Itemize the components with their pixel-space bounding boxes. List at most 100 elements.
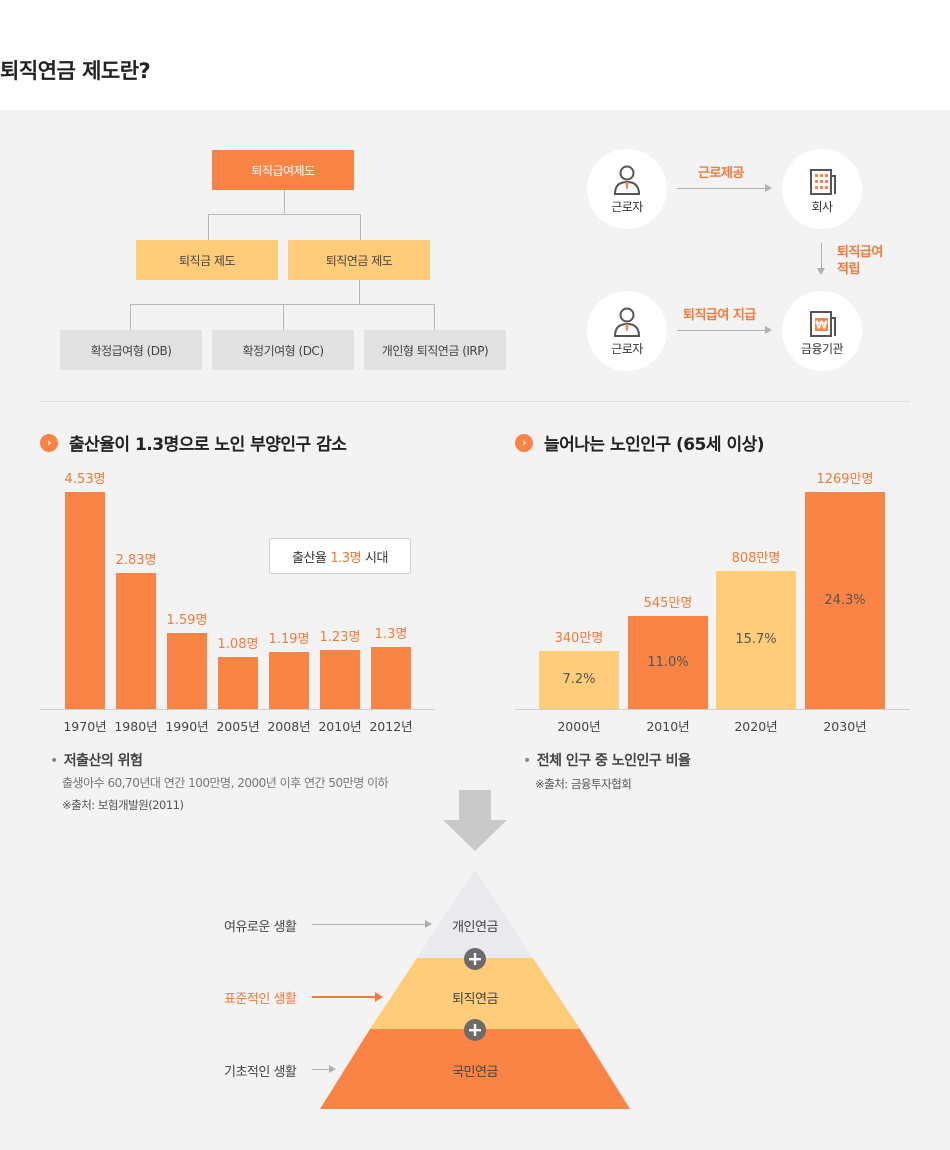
chart-percent-label: 7.2% <box>562 672 596 687</box>
company-label: 회사 <box>811 199 833 214</box>
svg-text:₩: ₩ <box>815 318 827 331</box>
section-divider <box>40 401 910 402</box>
left-note-title: 저출산의 위험 <box>50 750 143 770</box>
chart-bar <box>116 573 156 709</box>
chart-x-tick: 2010년 <box>646 719 690 734</box>
chevron-right-icon: › <box>515 433 533 452</box>
chart-bar <box>805 492 885 709</box>
side-label-comfortable: 여유로운 생활 <box>224 920 297 935</box>
chart-data-label: 545만명 <box>643 596 693 611</box>
arrow-right-icon <box>677 184 772 192</box>
chart-bar <box>539 651 619 709</box>
chart-bar <box>167 633 207 709</box>
left-section-heading: › 출산율이 1.3명으로 노인 부양인구 감소 <box>40 430 347 455</box>
chart-data-label: 1.3명 <box>374 627 408 642</box>
right-note-title: 전체 인구 중 노인인구 비율 <box>523 750 691 770</box>
worker-node: 근로자 <box>587 149 667 229</box>
chart-bar <box>218 657 258 709</box>
left-note-text: 출생아수 60,70년대 연간 100만명, 2000년 이후 연간 50만명 … <box>62 776 389 790</box>
big-down-arrow-icon <box>443 790 507 851</box>
chart-data-label: 1269만명 <box>816 472 874 487</box>
pension-pyramid <box>320 870 630 1109</box>
pyramid-tier-retirement <box>370 958 580 1029</box>
chevron-right-icon: › <box>40 433 58 452</box>
arrow-right-icon <box>677 326 772 334</box>
institution-label: 금융기관 <box>800 341 844 356</box>
accumulate-label-line2: 적립 <box>837 262 860 277</box>
org-connector <box>284 190 285 214</box>
org-connector <box>130 304 131 330</box>
chart-x-tick: 1970년 <box>63 719 107 734</box>
org-db-box: 확정급여형 (DB) <box>60 330 202 370</box>
bank-icon: ₩ <box>810 310 836 337</box>
person-icon <box>613 307 641 337</box>
accumulate-label: 퇴직급여 적립 <box>837 244 883 278</box>
org-connector <box>130 304 435 305</box>
org-connector <box>208 214 209 240</box>
org-connector <box>208 214 361 215</box>
plus-icon <box>464 1019 486 1041</box>
chart-percent-label: 11.0% <box>647 655 689 670</box>
org-connector <box>359 280 360 304</box>
pyramid-tier-national <box>320 1029 630 1109</box>
right-heading-text: 늘어나는 노인인구 (65세 이상) <box>544 435 765 455</box>
chart-data-label: 340만명 <box>554 631 604 646</box>
labor-label: 근로제공 <box>698 166 744 181</box>
org-connector <box>360 214 361 240</box>
chart-data-label: 1.59명 <box>166 613 208 628</box>
chart-percent-label: 24.3% <box>824 593 866 608</box>
pyramid-tier-personal <box>417 870 533 958</box>
arrow-down-icon <box>817 243 825 275</box>
arrow-right-icon <box>312 920 432 928</box>
page-title: 퇴직연금 제도란? <box>0 59 151 83</box>
pyramid-national-label: 국민연금 <box>452 1065 498 1080</box>
chart-data-label: 1.23명 <box>319 630 361 645</box>
birthrate-callout: 출산율 1.3명 시대 <box>269 538 411 574</box>
building-icon <box>810 168 836 195</box>
chart-x-tick: 2000년 <box>557 719 601 734</box>
side-label-standard: 표준적인 생활 <box>224 992 297 1007</box>
callout-prefix: 출산율 <box>292 550 327 566</box>
org-root-box: 퇴직급여제도 <box>212 150 354 190</box>
chart-percent-label: 15.7% <box>735 632 777 647</box>
arrow-right-icon <box>312 1065 336 1073</box>
chart-x-tick: 1990년 <box>165 719 209 734</box>
arrow-right-icon <box>312 992 383 1002</box>
org-dc-box: 확정기여형 (DC) <box>212 330 354 370</box>
chart-bar <box>371 647 411 709</box>
payment-label: 퇴직급여 지급 <box>683 308 756 323</box>
worker-label: 근로자 <box>611 199 643 214</box>
chart-bar <box>716 571 796 709</box>
chart-data-label: 1.19명 <box>268 632 310 647</box>
org-pension-box: 퇴직연금 제도 <box>288 240 430 280</box>
chart-baseline <box>515 709 910 710</box>
chart-data-label: 808만명 <box>731 551 781 566</box>
callout-suffix: 시대 <box>365 550 388 566</box>
chart-bar <box>269 652 309 709</box>
chart-x-tick: 1980년 <box>114 719 158 734</box>
org-connector <box>283 304 284 330</box>
side-label-basic: 기초적인 생활 <box>224 1065 297 1080</box>
chart-bar <box>628 616 708 709</box>
company-node: 회사 <box>782 149 862 229</box>
right-section-heading: › 늘어나는 노인인구 (65세 이상) <box>515 430 765 455</box>
chart-x-tick: 2005년 <box>216 719 260 734</box>
chart-baseline <box>40 709 435 710</box>
org-irp-box: 개인형 퇴직연금 (IRP) <box>364 330 506 370</box>
plus-icon <box>464 948 486 970</box>
accumulate-label-line1: 퇴직급여 <box>837 245 883 260</box>
left-heading-text: 출산율이 1.3명으로 노인 부양인구 감소 <box>69 435 347 455</box>
chart-x-tick: 2012년 <box>369 719 413 734</box>
chart-data-label: 2.83명 <box>115 553 157 568</box>
right-note-source: ※출처: 금융투자협회 <box>535 777 632 791</box>
chart-x-tick: 2030년 <box>823 719 867 734</box>
pyramid-personal-label: 개인연금 <box>452 920 498 935</box>
org-connector <box>434 304 435 330</box>
institution-node: ₩ 금융기관 <box>782 291 862 371</box>
worker-node-2: 근로자 <box>587 291 667 371</box>
org-severance-box: 퇴직금 제도 <box>136 240 278 280</box>
pyramid-retirement-label: 퇴직연금 <box>452 992 498 1007</box>
person-icon <box>613 165 641 195</box>
chart-bar <box>320 650 360 709</box>
chart-data-label: 1.08명 <box>217 637 259 652</box>
